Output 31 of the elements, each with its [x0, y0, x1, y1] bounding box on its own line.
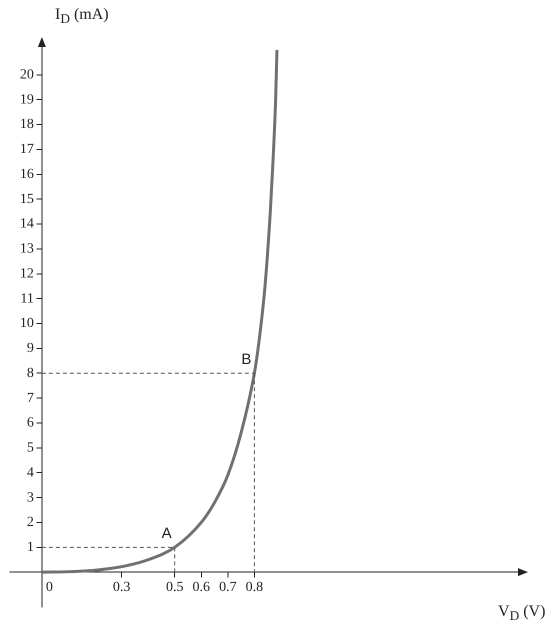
y-tick-label: 9: [26, 341, 34, 356]
y-tick-label: 8: [26, 366, 34, 381]
x-tick-label: 0.8: [246, 580, 264, 595]
x-tick-label: 0.6: [192, 580, 210, 595]
y-tick-label: 17: [20, 142, 34, 158]
y-tick-label: 15: [20, 192, 34, 207]
y-tick-label: 20: [20, 68, 34, 83]
y-tick-label: 11: [20, 291, 34, 306]
x-tick-label: 0.5: [166, 580, 184, 595]
annotation: A: [162, 524, 172, 542]
y-tick-label: 19: [20, 92, 34, 108]
y-tick-label: 3: [26, 490, 34, 506]
y-tick-label: 4: [26, 465, 34, 480]
y-tick-label: 16: [20, 166, 34, 182]
x-axis-title: V$_{D}$ (V): [498, 603, 546, 624]
y-tick-label: 7: [26, 390, 34, 406]
y-tick-label: 5: [26, 440, 34, 456]
y-tick-label: 12: [20, 266, 34, 282]
annotation: B: [241, 350, 252, 368]
x-tick-label: 0: [46, 580, 53, 595]
line-series: [40, 48, 278, 574]
y-tick-label: 14: [20, 216, 34, 232]
y-tick-label: 1: [26, 540, 34, 555]
x-tick-label: 0.3: [112, 580, 130, 595]
y-tick-label: 13: [20, 242, 34, 257]
y-tick-label: 6: [26, 416, 34, 431]
y-axis-title: I$_{D}$ (mA): [55, 6, 109, 28]
y-tick-label: 18: [20, 117, 34, 132]
y-tick-label: 2: [26, 515, 34, 530]
y-tick-label: 10: [20, 316, 34, 332]
x-tick-label: 0.7: [219, 580, 237, 595]
